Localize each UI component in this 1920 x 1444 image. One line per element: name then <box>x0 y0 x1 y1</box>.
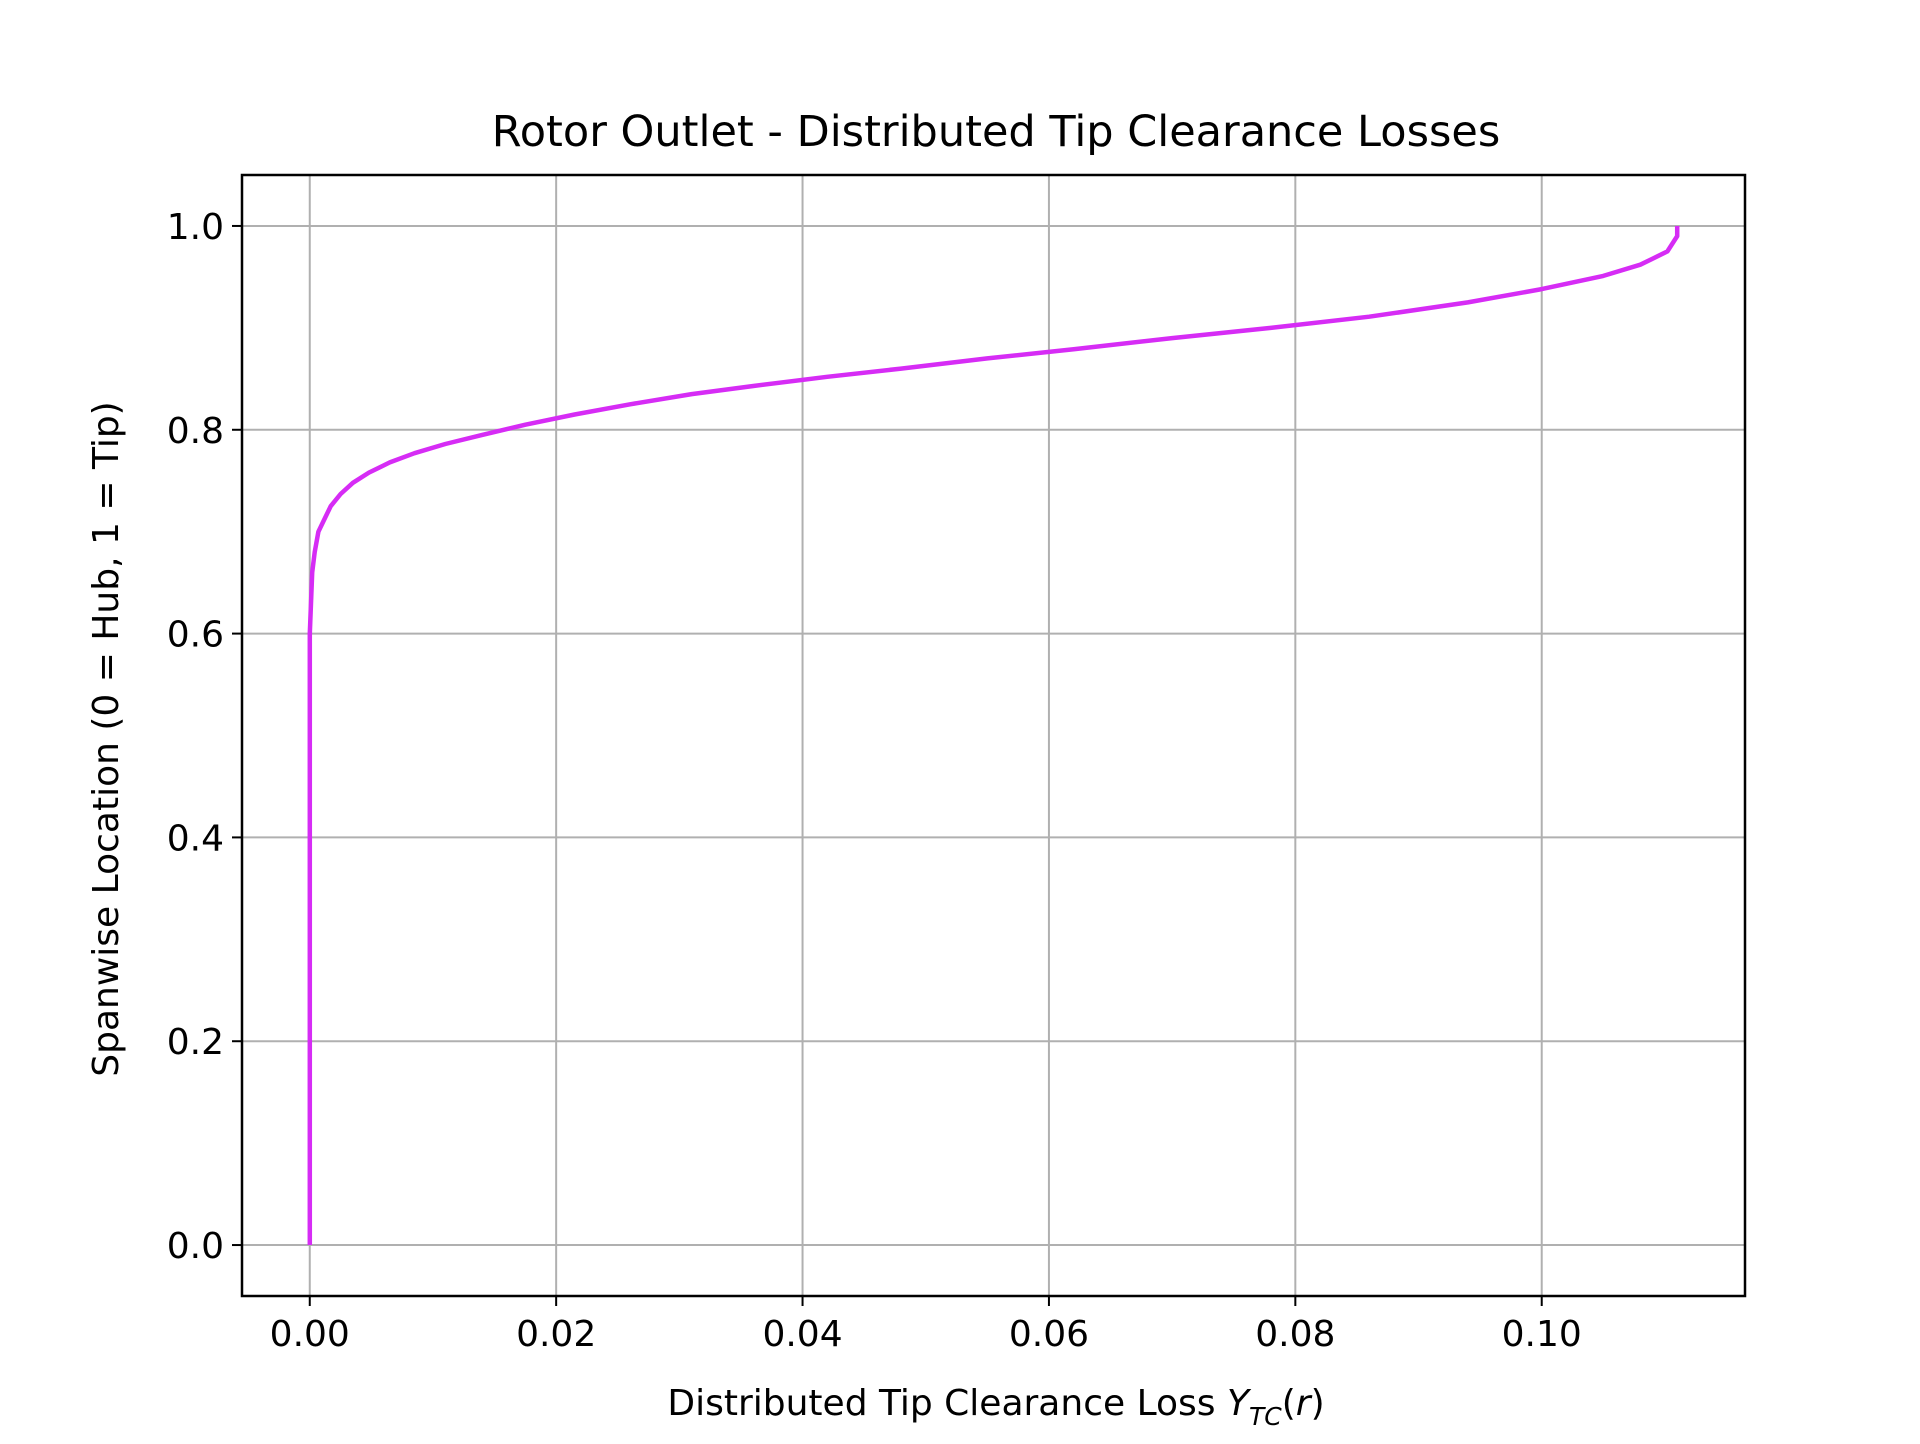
grid-layer <box>242 175 1745 1296</box>
y-axis-title: Spanwise Location (0 = Hub, 1 = Tip) <box>86 401 127 1076</box>
y-tick-label: 1.0 <box>167 207 224 248</box>
x-axis-title-prefix: Distributed Tip Clearance Loss <box>667 1383 1227 1424</box>
x-axis-title: Distributed Tip Clearance Loss YTC(r) <box>667 1383 1324 1431</box>
x-tick-label: 0.10 <box>1502 1314 1582 1355</box>
x-axis-title-arg: r <box>1296 1383 1313 1424</box>
x-tick-label: 0.06 <box>1009 1314 1089 1355</box>
y-tick-label: 0.0 <box>167 1226 224 1267</box>
x-tick-label: 0.00 <box>270 1314 350 1355</box>
y-tick-label: 0.8 <box>167 411 224 452</box>
x-axis-title-paren-close: ) <box>1311 1383 1325 1424</box>
x-axis-title-symbol: Y <box>1227 1383 1252 1424</box>
y-tick-label: 0.6 <box>167 615 224 656</box>
x-tick-label: 0.04 <box>762 1314 842 1355</box>
x-tick-label: 0.02 <box>516 1314 596 1355</box>
x-tick-label: 0.08 <box>1255 1314 1335 1355</box>
series-line <box>307 226 1680 1245</box>
x-axis-title-paren-open: ( <box>1282 1383 1296 1424</box>
y-tick-label: 0.2 <box>167 1022 224 1063</box>
x-axis-title-subscript: TC <box>1249 1402 1282 1431</box>
series-layer <box>307 226 1680 1245</box>
plot-area-frame <box>240 173 1747 1298</box>
tick-layer: 0.00 0.02 0.04 0.06 0.08 0.10 0.0 0.2 0.4 0.6 0.8 1… <box>167 207 1582 1355</box>
y-tick-label: 0.4 <box>167 818 224 859</box>
chart-title: Rotor Outlet - Distributed Tip Clearance… <box>492 107 1500 157</box>
